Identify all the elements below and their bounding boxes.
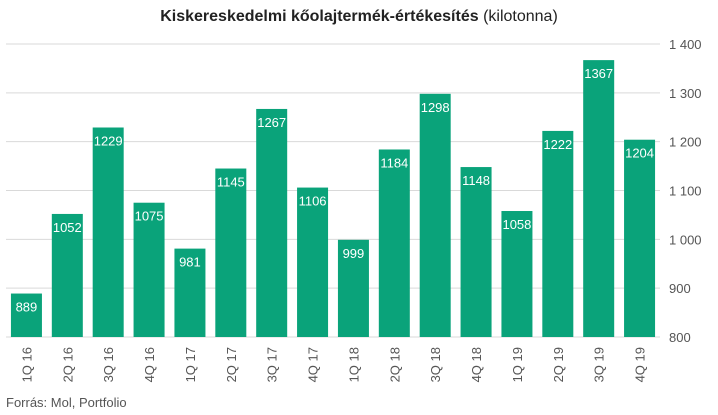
bar [542, 130, 574, 337]
x-tick-label: 1Q 18 [346, 347, 361, 382]
x-tick-label: 2Q 17 [224, 347, 239, 382]
data-label: 1184 [380, 155, 408, 170]
bar [583, 60, 615, 338]
data-label: 1222 [543, 137, 572, 152]
bar [337, 239, 369, 337]
x-tick-label: 4Q 16 [142, 347, 157, 382]
data-label: 1298 [421, 100, 450, 115]
y-tick-label: 1 100 [669, 184, 702, 199]
bar [256, 108, 288, 337]
bar [501, 211, 533, 337]
chart-title-main: Kiskereskedelmi kőolajtermék-értékesítés [160, 8, 479, 25]
bar [419, 93, 451, 337]
x-tick-label: 3Q 18 [428, 347, 443, 382]
y-tick-label: 800 [669, 330, 691, 345]
x-tick-label: 2Q 18 [387, 347, 402, 382]
y-tick-label: 1 400 [669, 37, 702, 52]
data-label: 999 [343, 246, 365, 261]
x-tick-label: 3Q 16 [101, 347, 116, 382]
bar [10, 293, 42, 337]
data-label: 981 [179, 255, 201, 270]
x-tick-label: 3Q 19 [592, 347, 607, 382]
bar [215, 168, 247, 337]
x-tick-label: 3Q 17 [265, 347, 280, 382]
x-tick-label: 1Q 19 [510, 347, 525, 382]
x-tick-label: 2Q 19 [551, 347, 566, 382]
x-tick-label: 1Q 17 [183, 347, 198, 382]
chart-title-unit: (kilotonna) [483, 8, 558, 25]
y-tick-label: 1 000 [669, 232, 702, 247]
chart-title: Kiskereskedelmi kőolajtermék-értékesítés… [0, 8, 718, 26]
data-label: 1106 [299, 194, 327, 209]
y-tick-label: 1 200 [669, 135, 702, 150]
bar [460, 167, 492, 337]
data-label: 1075 [135, 209, 164, 224]
bar [378, 149, 410, 337]
bar [92, 127, 124, 337]
bar [51, 213, 83, 337]
bar [174, 248, 206, 337]
data-label: 1229 [94, 134, 123, 149]
bar [624, 139, 656, 337]
y-tick-label: 1 300 [669, 86, 702, 101]
x-tick-label: 4Q 17 [306, 347, 321, 382]
data-label: 1204 [625, 146, 654, 161]
data-label: 889 [16, 300, 38, 315]
data-label: 1148 [462, 173, 490, 188]
x-tick-label: 2Q 16 [60, 347, 75, 382]
x-tick-label: 4Q 18 [469, 347, 484, 382]
data-label: 1058 [502, 217, 531, 232]
x-tick-label: 1Q 16 [19, 347, 34, 382]
source-note: Forrás: Mol, Portfolio [6, 395, 127, 410]
y-tick-label: 900 [669, 281, 691, 296]
x-tick-label: 4Q 19 [633, 347, 648, 382]
data-label: 1267 [257, 115, 286, 130]
bar [297, 187, 329, 337]
bar [133, 202, 165, 337]
data-label: 1145 [217, 175, 245, 190]
data-label: 1367 [584, 66, 613, 81]
data-label: 1052 [53, 220, 82, 235]
